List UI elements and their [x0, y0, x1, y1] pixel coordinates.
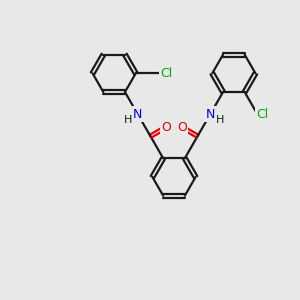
Text: N: N — [206, 108, 215, 121]
Text: O: O — [177, 121, 187, 134]
Text: N: N — [133, 108, 142, 121]
Text: H: H — [124, 115, 132, 125]
Text: Cl: Cl — [160, 67, 173, 80]
Text: Cl: Cl — [257, 108, 269, 121]
Text: O: O — [161, 121, 171, 134]
Text: H: H — [216, 115, 224, 125]
